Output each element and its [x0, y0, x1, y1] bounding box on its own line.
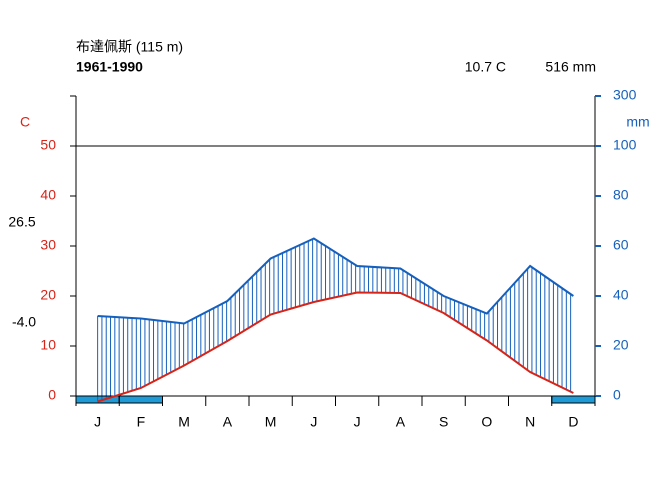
x-tick-label: D: [568, 414, 578, 430]
x-tick-label: M: [265, 414, 277, 430]
x-tick-label: J: [310, 414, 317, 430]
precip-unit: mm: [626, 114, 649, 130]
period: 1961-1990: [76, 59, 143, 75]
min-cold: -4.0: [12, 314, 36, 330]
x-tick-label: A: [396, 414, 406, 430]
line-precipitation: [97, 237, 574, 325]
x-tick-label: M: [178, 414, 190, 430]
y2-tick-label: 80: [613, 187, 629, 203]
x-tick-label: N: [525, 414, 535, 430]
x-tick-label: S: [439, 414, 448, 430]
y2-tick-label: 300: [613, 87, 637, 103]
x-tick-label: J: [354, 414, 361, 430]
y2-tick-label: 0: [613, 387, 621, 403]
x-tick-label: A: [223, 414, 233, 430]
max-warm: 26.5: [8, 214, 35, 230]
y-tick-label: 40: [40, 187, 56, 203]
y-tick-label: 50: [40, 137, 56, 153]
frost-bar: [551, 395, 596, 404]
y-tick-label: 10: [40, 337, 56, 353]
mean-temp: 10.7 C: [465, 59, 506, 75]
y-tick-label: 20: [40, 287, 56, 303]
y2-tick-label: 100: [613, 137, 637, 153]
y-tick-label: 30: [40, 237, 56, 253]
x-tick-label: F: [137, 414, 146, 430]
frost-bar: [118, 395, 163, 404]
line-temperature: [97, 291, 574, 403]
total-precip: 516 mm: [545, 59, 596, 75]
y2-tick-label: 40: [613, 287, 629, 303]
x-tick-label: J: [94, 414, 101, 430]
y2-tick-label: 60: [613, 237, 629, 253]
temp-unit: C: [20, 114, 30, 130]
y2-tick-label: 20: [613, 337, 629, 353]
x-tick-label: O: [481, 414, 492, 430]
station: 布達佩斯 (115 m): [76, 39, 183, 55]
y-tick-label: 0: [48, 387, 56, 403]
